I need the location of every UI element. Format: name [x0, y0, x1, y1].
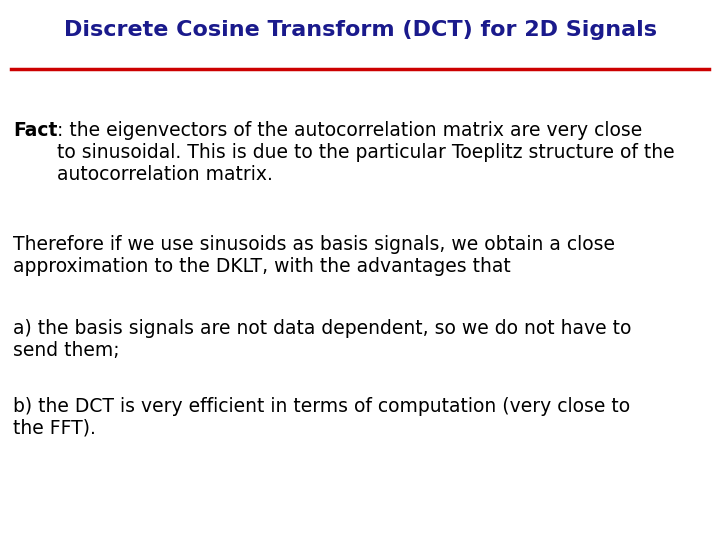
Text: : the eigenvectors of the autocorrelation matrix are very close
to sinusoidal. T: : the eigenvectors of the autocorrelatio… [58, 122, 675, 185]
Text: Discrete Cosine Transform (DCT) for 2D Signals: Discrete Cosine Transform (DCT) for 2D S… [63, 19, 657, 40]
Text: Therefore if we use sinusoids as basis signals, we obtain a close
approximation : Therefore if we use sinusoids as basis s… [13, 235, 615, 276]
Text: a) the basis signals are not data dependent, so we do not have to
send them;: a) the basis signals are not data depend… [13, 319, 631, 360]
Text: Fact: Fact [13, 122, 58, 140]
Text: b) the DCT is very efficient in terms of computation (very close to
the FFT).: b) the DCT is very efficient in terms of… [13, 397, 630, 438]
